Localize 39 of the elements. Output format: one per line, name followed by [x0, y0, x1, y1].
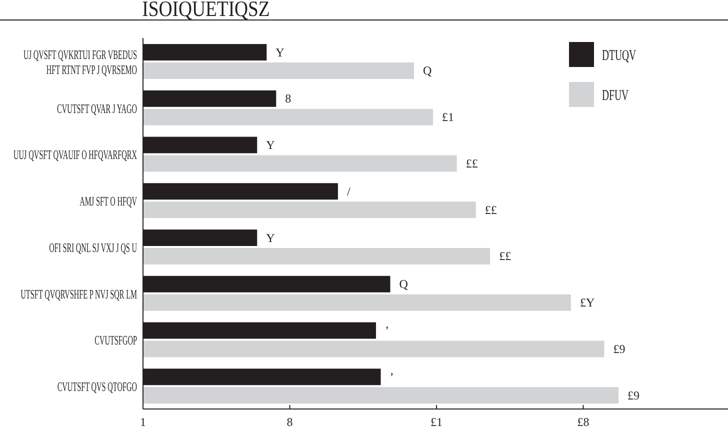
annotation: £9: [628, 388, 640, 402]
annotation: Y: [266, 138, 276, 152]
y-tick-label: UTSFT QVQRVSHFE P NVJ SQR LM: [20, 288, 138, 302]
bar: [143, 340, 604, 358]
y-tick-label: UJ QVSFT QVKRTUI FGR VBEDUS HFT RTNT FVP J QVRSEMO: [23, 49, 138, 78]
text: 1: [140, 415, 146, 429]
annotation: Q: [399, 277, 408, 292]
bar: [143, 202, 476, 218]
annotation: £9: [613, 342, 626, 356]
annotation: /: [346, 184, 351, 198]
bar: [143, 108, 434, 126]
text: £1: [430, 415, 442, 429]
annotation: ʼ: [390, 370, 394, 384]
annotation: Q: [423, 64, 432, 78]
bar: [143, 294, 571, 311]
y-tick-label: CVUTSFGOP: [94, 334, 138, 348]
text: 8: [286, 415, 293, 429]
y-tick-label: CVUTSFT QVAR J YAGO: [56, 102, 138, 117]
y-tick-label: UUJ QVSFT QVAUIF O HFQVARFQRX: [13, 149, 138, 163]
bar: [143, 387, 618, 404]
y-tick-label: CVUTSFT QVS QTOFGO: [57, 381, 138, 395]
annotation: 8: [285, 92, 292, 106]
annotation: Y: [276, 45, 285, 60]
annotation: ££: [484, 202, 497, 217]
bar: [143, 155, 457, 172]
legend-label: DFUV: [602, 86, 629, 104]
legend-label: DTUQV: [602, 46, 636, 64]
annotation: Y: [266, 230, 276, 245]
bar: [143, 248, 490, 264]
y-tick-label: AMJ SFT O HFQV: [80, 196, 138, 210]
annotation: ££: [499, 249, 512, 264]
annotation: £Y: [580, 296, 595, 310]
y-tick-label: OFI SRI QNL SJ VXJ J QS U: [49, 242, 138, 256]
annotation: ʼ: [384, 324, 389, 338]
text: £8: [577, 415, 590, 429]
chart-title: ISOIQUETIQSZ: [142, 0, 270, 22]
annotation: ££: [466, 156, 478, 170]
bar: [143, 62, 414, 79]
annotation: £1: [442, 110, 454, 124]
